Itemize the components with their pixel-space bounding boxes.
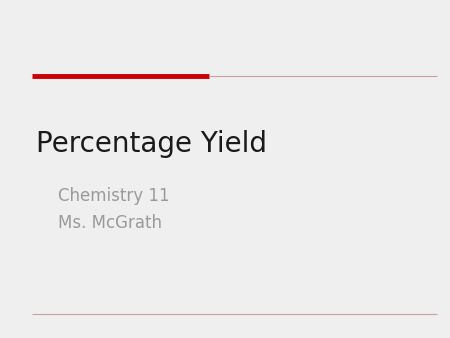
Text: Percentage Yield: Percentage Yield [36,130,267,158]
Text: Chemistry 11: Chemistry 11 [58,187,170,205]
Text: Ms. McGrath: Ms. McGrath [58,214,162,232]
